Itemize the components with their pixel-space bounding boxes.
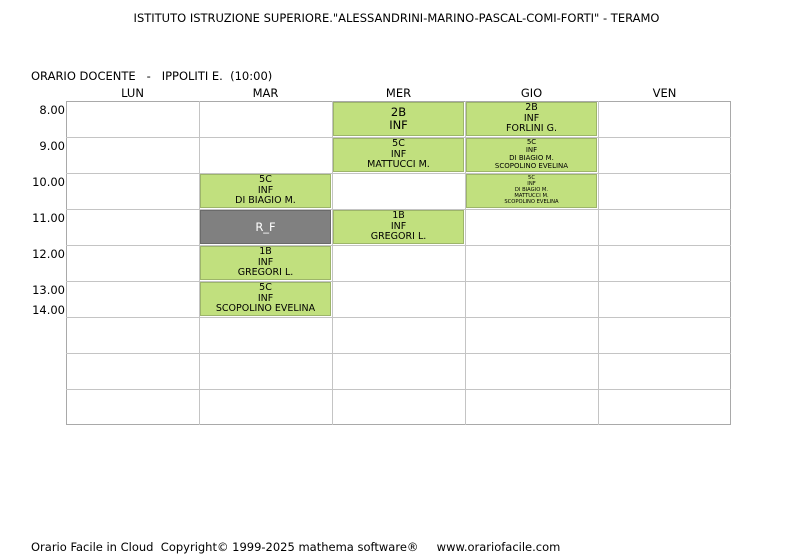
lesson-line: INF bbox=[257, 292, 274, 304]
lesson-line: 5C bbox=[259, 174, 272, 186]
lesson-line: SCOPOLINO EVELINA bbox=[504, 198, 559, 205]
lesson-cell: 5C INF MATTUCCI M. bbox=[333, 138, 464, 172]
grid-column-divider bbox=[199, 101, 200, 425]
lesson-cell: 1B INF GREGORI L. bbox=[200, 246, 331, 280]
time-label-14: 14.00 bbox=[32, 303, 65, 317]
lesson-line: INF bbox=[257, 184, 274, 196]
lesson-line: SCOPOLINO EVELINA bbox=[494, 161, 569, 170]
timetable-grid bbox=[66, 101, 731, 425]
lesson-line: GREGORI L. bbox=[370, 231, 427, 243]
lesson-line: 2B bbox=[525, 102, 538, 114]
lesson-cell: 1B INF GREGORI L. bbox=[333, 210, 464, 244]
grid-row-divider bbox=[66, 389, 731, 390]
day-header-lun: LUN bbox=[121, 86, 144, 100]
lesson-cell: 5C INF DI BIAGIO M. SCOPOLINO EVELINA bbox=[466, 138, 597, 172]
grid-column-divider bbox=[465, 101, 466, 425]
lesson-line: INF bbox=[390, 148, 407, 160]
lesson-cell: 2B INF FORLINI G. bbox=[466, 102, 597, 136]
grid-row-divider bbox=[66, 317, 731, 318]
time-label-13: 13.00 bbox=[32, 283, 65, 297]
teacher-schedule-title: ORARIO DOCENTE - IPPOLITI E. (10:00) bbox=[31, 69, 273, 83]
lesson-cell: 5C INF DI BIAGIO M. bbox=[200, 174, 331, 208]
lesson-line: 2B bbox=[390, 105, 407, 120]
lesson-line: INF bbox=[525, 146, 538, 155]
day-header-mer: MER bbox=[385, 86, 412, 100]
lesson-line: DI BIAGIO M. bbox=[235, 195, 296, 207]
lesson-line: 5C bbox=[526, 138, 537, 147]
lesson-line: MATTUCCI M. bbox=[514, 192, 549, 199]
school-title: ISTITUTO ISTRUZIONE SUPERIORE."ALESSANDR… bbox=[133, 11, 660, 25]
footer-copyright: Orario Facile in Cloud Copyright© 1999-2… bbox=[31, 540, 561, 554]
lesson-line: 5C bbox=[259, 282, 272, 294]
lesson-line: SCOPOLINO EVELINA bbox=[215, 303, 316, 315]
lesson-line: INF bbox=[390, 220, 407, 232]
lesson-line: 5C bbox=[528, 175, 535, 182]
lesson-cell-r-f: R_F bbox=[200, 210, 331, 244]
lesson-line: INF bbox=[523, 112, 540, 124]
lesson-line: DI BIAGIO M. bbox=[514, 187, 549, 194]
lesson-cell: 2B INF bbox=[333, 102, 464, 136]
time-label-8: 8.00 bbox=[39, 103, 65, 117]
grid-row-divider bbox=[66, 245, 731, 246]
lesson-cell: 5C INF SCOPOLINO EVELINA bbox=[200, 282, 331, 316]
lesson-line: 5C bbox=[392, 138, 405, 150]
lesson-line: MATTUCCI M. bbox=[367, 159, 430, 171]
grid-row-divider bbox=[66, 209, 731, 210]
time-label-11: 11.00 bbox=[32, 211, 65, 225]
grid-column-divider bbox=[332, 101, 333, 425]
grid-column-divider bbox=[598, 101, 599, 425]
day-header-ven: VEN bbox=[652, 86, 677, 100]
time-label-12: 12.00 bbox=[32, 247, 65, 261]
time-label-9: 9.00 bbox=[39, 139, 65, 153]
lesson-cell: 5C INF DI BIAGIO M. MATTUCCI M. SCOPOLINO EV… bbox=[466, 174, 597, 208]
grid-row-divider bbox=[66, 173, 731, 174]
grid-row-divider bbox=[66, 137, 731, 138]
lesson-line: INF bbox=[389, 118, 408, 132]
day-header-mar: MAR bbox=[252, 86, 279, 100]
lesson-line: INF bbox=[527, 181, 536, 188]
grid-row-divider bbox=[66, 353, 731, 354]
lesson-line: FORLINI G. bbox=[506, 123, 557, 135]
time-label-10: 10.00 bbox=[32, 175, 65, 189]
grid-row-divider bbox=[66, 281, 731, 282]
lesson-line: 1B bbox=[259, 246, 272, 258]
lesson-line: 1B bbox=[392, 210, 405, 222]
lesson-line: DI BIAGIO M. bbox=[509, 154, 554, 162]
lesson-line: R_F bbox=[255, 219, 276, 234]
day-header-gio: GIO bbox=[520, 86, 543, 100]
lesson-line: INF bbox=[257, 256, 274, 268]
lesson-line: GREGORI L. bbox=[237, 267, 294, 279]
